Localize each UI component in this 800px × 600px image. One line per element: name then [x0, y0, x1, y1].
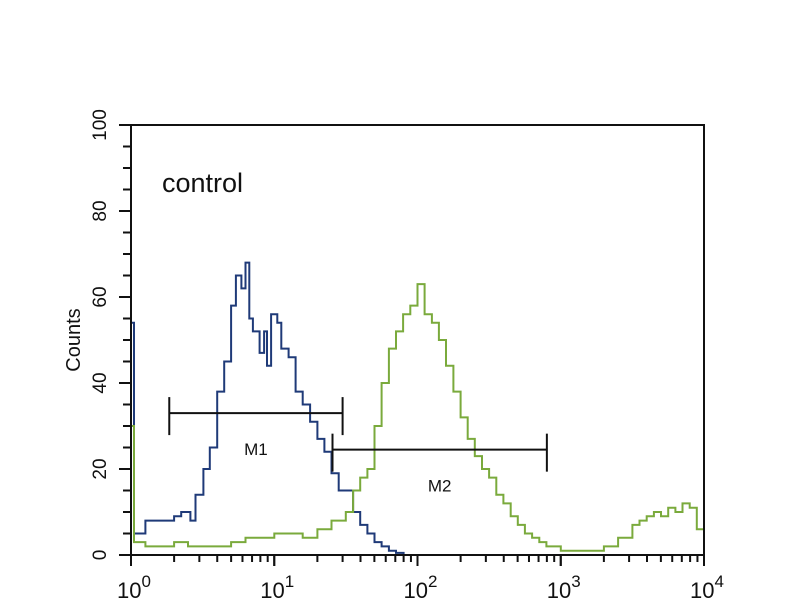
marker-m1: M1: [168, 397, 344, 459]
y-tick-label: 40: [90, 372, 111, 393]
x-tick-label: 103: [547, 572, 581, 600]
y-tick-label: 20: [90, 458, 111, 479]
marker-label: M2: [428, 477, 452, 496]
y-tick-label: 80: [90, 200, 111, 221]
x-tick-label: 104: [690, 572, 724, 600]
y-tick-label: 0: [90, 550, 111, 561]
y-tick-label: 100: [90, 109, 111, 141]
region-markers: M1 M2: [168, 397, 548, 496]
marker-label: M1: [244, 440, 268, 459]
histogram-curves: [130, 261, 705, 556]
series-2-line: [130, 283, 705, 555]
y-axis-label: Counts: [63, 308, 85, 371]
x-tick-label: 102: [404, 572, 438, 600]
y-tick-label: 60: [90, 286, 111, 307]
marker-m2: M2: [331, 433, 548, 496]
x-tick-label: 101: [260, 572, 294, 600]
series-1-line: [130, 261, 704, 556]
x-axis-ticks: 100 101 102 103 104: [117, 555, 724, 600]
y-axis-ticks: 0 20 40 60 80 100: [90, 109, 131, 560]
x-tick-label: 100: [117, 572, 151, 600]
control-annotation: control: [162, 168, 243, 198]
